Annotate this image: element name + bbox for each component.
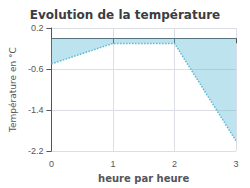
- svg-text:0.2: 0.2: [31, 23, 44, 33]
- svg-text:heure par heure: heure par heure: [98, 173, 189, 184]
- svg-text:Evolution de la température: Evolution de la température: [30, 8, 221, 22]
- svg-text:-1.4: -1.4: [28, 105, 44, 115]
- svg-text:-0.6: -0.6: [28, 64, 44, 74]
- svg-text:-2.2: -2.2: [28, 146, 44, 156]
- svg-text:2: 2: [172, 159, 177, 169]
- svg-text:1: 1: [110, 159, 115, 169]
- svg-text:Température en °C: Température en °C: [8, 47, 18, 133]
- svg-text:3: 3: [233, 159, 238, 169]
- svg-text:0: 0: [49, 159, 54, 169]
